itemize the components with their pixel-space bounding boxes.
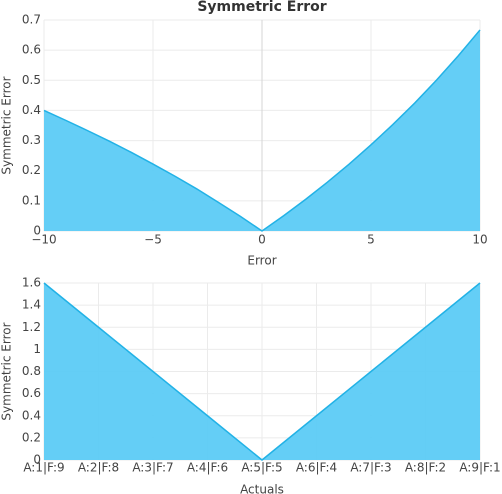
y-tick-label: 0.3 xyxy=(22,133,41,147)
y-tick-label: 0.8 xyxy=(22,364,41,378)
x-tick-label: A:6|F:4 xyxy=(296,461,337,475)
x-tick-label: A:9|F:1 xyxy=(459,461,500,475)
y-tick-label: 1.2 xyxy=(22,320,41,334)
y-tick-label: 0.5 xyxy=(22,73,41,87)
y-tick-label: 1.4 xyxy=(22,298,41,312)
x-tick-label: A:2|F:8 xyxy=(78,461,119,475)
chart-title: Symmetric Error xyxy=(197,0,326,15)
x-tick-label: A:3|F:7 xyxy=(132,461,173,475)
x-tick-label: −10 xyxy=(31,233,56,247)
area xyxy=(44,283,480,460)
y-axis-title: Symmetric Error xyxy=(0,322,14,420)
x-tick-label: A:8|F:2 xyxy=(405,461,446,475)
y-tick-label: 0 xyxy=(33,453,41,467)
x-tick-label: A:7|F:3 xyxy=(350,461,391,475)
x-axis-title: Actuals xyxy=(240,483,284,494)
x-tick-label: 10 xyxy=(472,233,487,247)
y-tick-label: 0.4 xyxy=(22,103,41,117)
x-axis-title: Error xyxy=(247,254,276,268)
y-tick-label: 0.1 xyxy=(22,193,41,207)
x-tick-label: A:4|F:6 xyxy=(187,461,228,475)
x-tick-label: A:5|F:5 xyxy=(241,461,282,475)
y-tick-label: 0.7 xyxy=(22,13,41,27)
x-tick-label: A:1|F:9 xyxy=(23,461,64,475)
y-tick-label: 1 xyxy=(33,342,41,356)
y-tick-label: 0 xyxy=(33,224,41,238)
y-tick-label: 0.6 xyxy=(22,43,41,57)
y-axis-title: Symmetric Error xyxy=(0,76,14,174)
y-tick-label: 1.6 xyxy=(22,276,41,290)
y-tick-label: 0.2 xyxy=(22,163,41,177)
line xyxy=(43,29,481,232)
x-tick-label: −5 xyxy=(144,233,162,247)
y-tick-label: 0.2 xyxy=(22,430,41,444)
line xyxy=(43,282,481,461)
x-tick-label: 0 xyxy=(258,233,266,247)
x-tick-label: 5 xyxy=(367,233,375,247)
y-tick-label: 0.4 xyxy=(22,408,41,422)
area xyxy=(44,29,480,231)
y-tick-label: 0.6 xyxy=(22,386,41,400)
